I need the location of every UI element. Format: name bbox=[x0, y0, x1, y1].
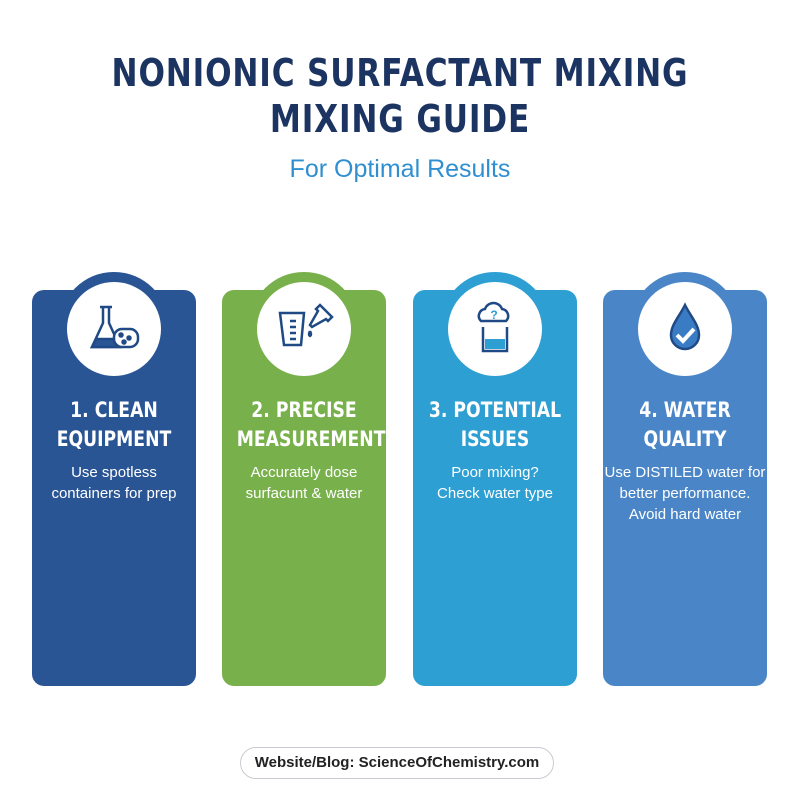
beaker-dropper-icon bbox=[257, 282, 351, 376]
card-heading: 3. POTENTIAL bbox=[428, 398, 562, 422]
card-heading: QUALITY bbox=[643, 427, 727, 451]
subtitle: For Optimal Results bbox=[289, 155, 511, 183]
card-heading: MEASUREMENT bbox=[236, 427, 386, 451]
card-precise-measurement: 2. PRECISE MEASUREMENT Accurately dose sur… bbox=[222, 272, 386, 686]
card-heading: 4. WATER bbox=[639, 398, 731, 422]
flask-sponge-icon bbox=[67, 282, 161, 376]
card-heading: EQUIPMENT bbox=[56, 427, 172, 451]
title-line-1: NONIONIC SURFACTANT MIXING bbox=[111, 51, 689, 95]
card-description: better performance. bbox=[619, 485, 751, 502]
card-description: Avoid hard water bbox=[628, 506, 742, 523]
card-water-quality: 4. WATER QUALITY Use DISTILED water for be… bbox=[603, 272, 767, 686]
card-description: containers for prep bbox=[51, 485, 177, 502]
page-title: NONIONIC SURFACTANT MIXING MIXING GUIDE bbox=[72, 50, 728, 142]
question-beaker-icon: ? bbox=[448, 282, 542, 376]
card-description: Poor mixing? bbox=[451, 464, 539, 481]
card-description: Check water type bbox=[437, 485, 553, 502]
card-heading: 1. CLEAN bbox=[70, 398, 158, 422]
card-description: Accurately dose bbox=[250, 464, 358, 481]
card-description: Use DISTILED water for bbox=[604, 464, 766, 481]
water-drop-check-icon bbox=[638, 282, 732, 376]
website-link[interactable]: Website/Blog: ScienceOfChemistry.com bbox=[240, 747, 554, 779]
card-clean-equipment: 1. CLEAN EQUIPMENT Use spotless containers… bbox=[32, 272, 196, 686]
card-heading: 2. PRECISE bbox=[251, 398, 357, 422]
card-potential-issues: ? 3. POTENTIAL ISSUES Poor mixing? Check w… bbox=[413, 272, 577, 686]
card-heading: ISSUES bbox=[460, 427, 530, 451]
svg-text:?: ? bbox=[490, 308, 497, 322]
card-description: surfacunt & water bbox=[245, 485, 363, 502]
title-line-2: MIXING GUIDE bbox=[269, 97, 531, 141]
card-description: Use spotless bbox=[71, 464, 157, 481]
